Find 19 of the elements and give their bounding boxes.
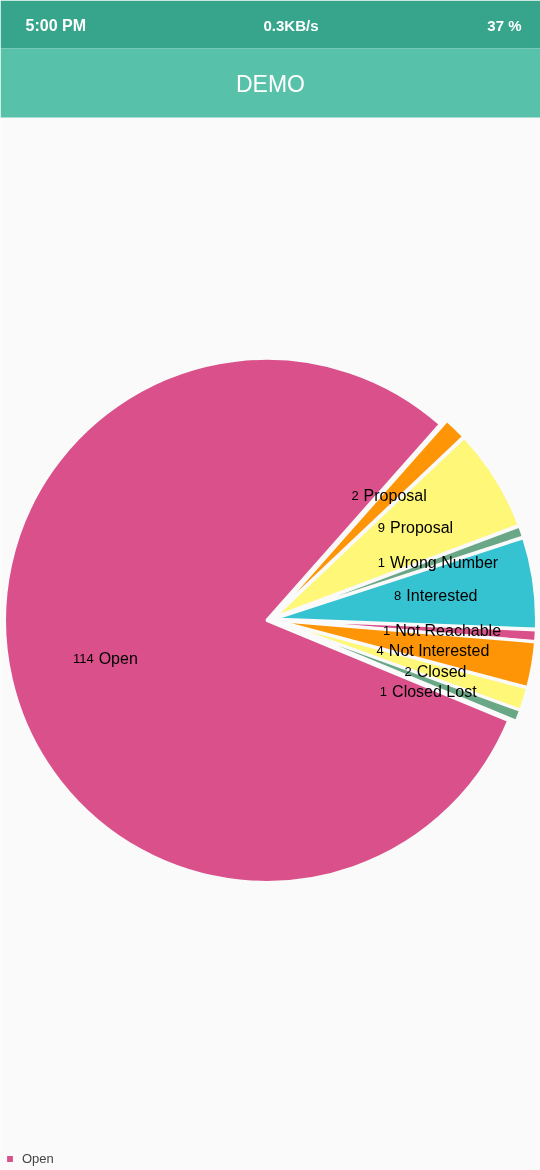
data-label: 4 [376, 642, 384, 658]
data-label: 1 [379, 683, 388, 699]
slice-label: Proposal [390, 519, 454, 537]
data-label: 2 [404, 663, 412, 679]
slice-label: Closed Lost [392, 682, 478, 700]
slice-label: Wrong Number [389, 553, 499, 571]
data-label: 8 [394, 588, 402, 604]
text: 0.3KB/s [263, 17, 319, 34]
slice-label: Closed [416, 662, 467, 680]
chart-title: DEMO [236, 70, 305, 97]
text: 37 % [487, 17, 522, 34]
slice-label: Open [98, 649, 138, 667]
data-label: 1 [377, 554, 385, 570]
data-label: 9 [377, 520, 386, 536]
data-label: 114 [72, 650, 94, 666]
slice-label: Interested [406, 587, 478, 605]
text: 5:00 PM [25, 17, 86, 34]
legend-label: Open [22, 1151, 54, 1166]
data-label: 2 [351, 487, 359, 503]
